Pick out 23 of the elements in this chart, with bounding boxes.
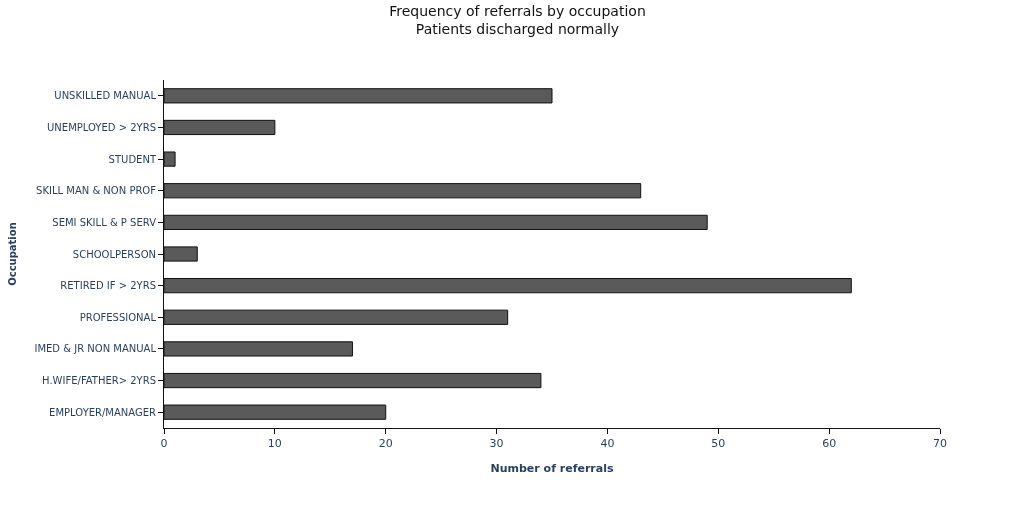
y-tick-label: RETIRED IF > 2YRS — [60, 280, 156, 292]
x-tick-label: 40 — [600, 437, 615, 451]
x-tick-label: 0 — [160, 437, 168, 451]
y-tick-label: EMPLOYER/MANAGER — [49, 406, 157, 418]
y-tick-label: UNEMPLOYED > 2YRS — [47, 121, 156, 133]
y-tick-label: SCHOOLPERSON — [72, 248, 156, 260]
y-tick-label: SEMI SKILL & P SERV — [52, 216, 157, 228]
y-tick-label: PROFESSIONAL — [79, 311, 157, 323]
x-tick-label: 70 — [933, 437, 947, 451]
x-axis-title: Number of referrals — [490, 462, 614, 476]
y-tick-label: SKILL MAN & NON PROF — [36, 185, 157, 197]
x-tick-label: 30 — [489, 437, 504, 451]
chart-title: Frequency of referrals by occupation — [389, 2, 646, 19]
chart-subtitle: Patients discharged normally — [415, 20, 620, 37]
x-tick-label: 60 — [822, 437, 837, 451]
x-tick-label: 20 — [378, 437, 393, 451]
y-axis-title: Occupation — [7, 222, 19, 286]
x-tick-label: 50 — [711, 437, 726, 451]
x-tick-label: 10 — [267, 437, 282, 451]
y-tick-label: UNSKILLED MANUAL — [54, 90, 157, 102]
y-tick-label: STUDENT — [108, 153, 157, 165]
y-tick-label: IMED & JR NON MANUAL — [34, 343, 157, 355]
y-tick-label: H.WIFE/FATHER> 2YRS — [42, 375, 156, 387]
